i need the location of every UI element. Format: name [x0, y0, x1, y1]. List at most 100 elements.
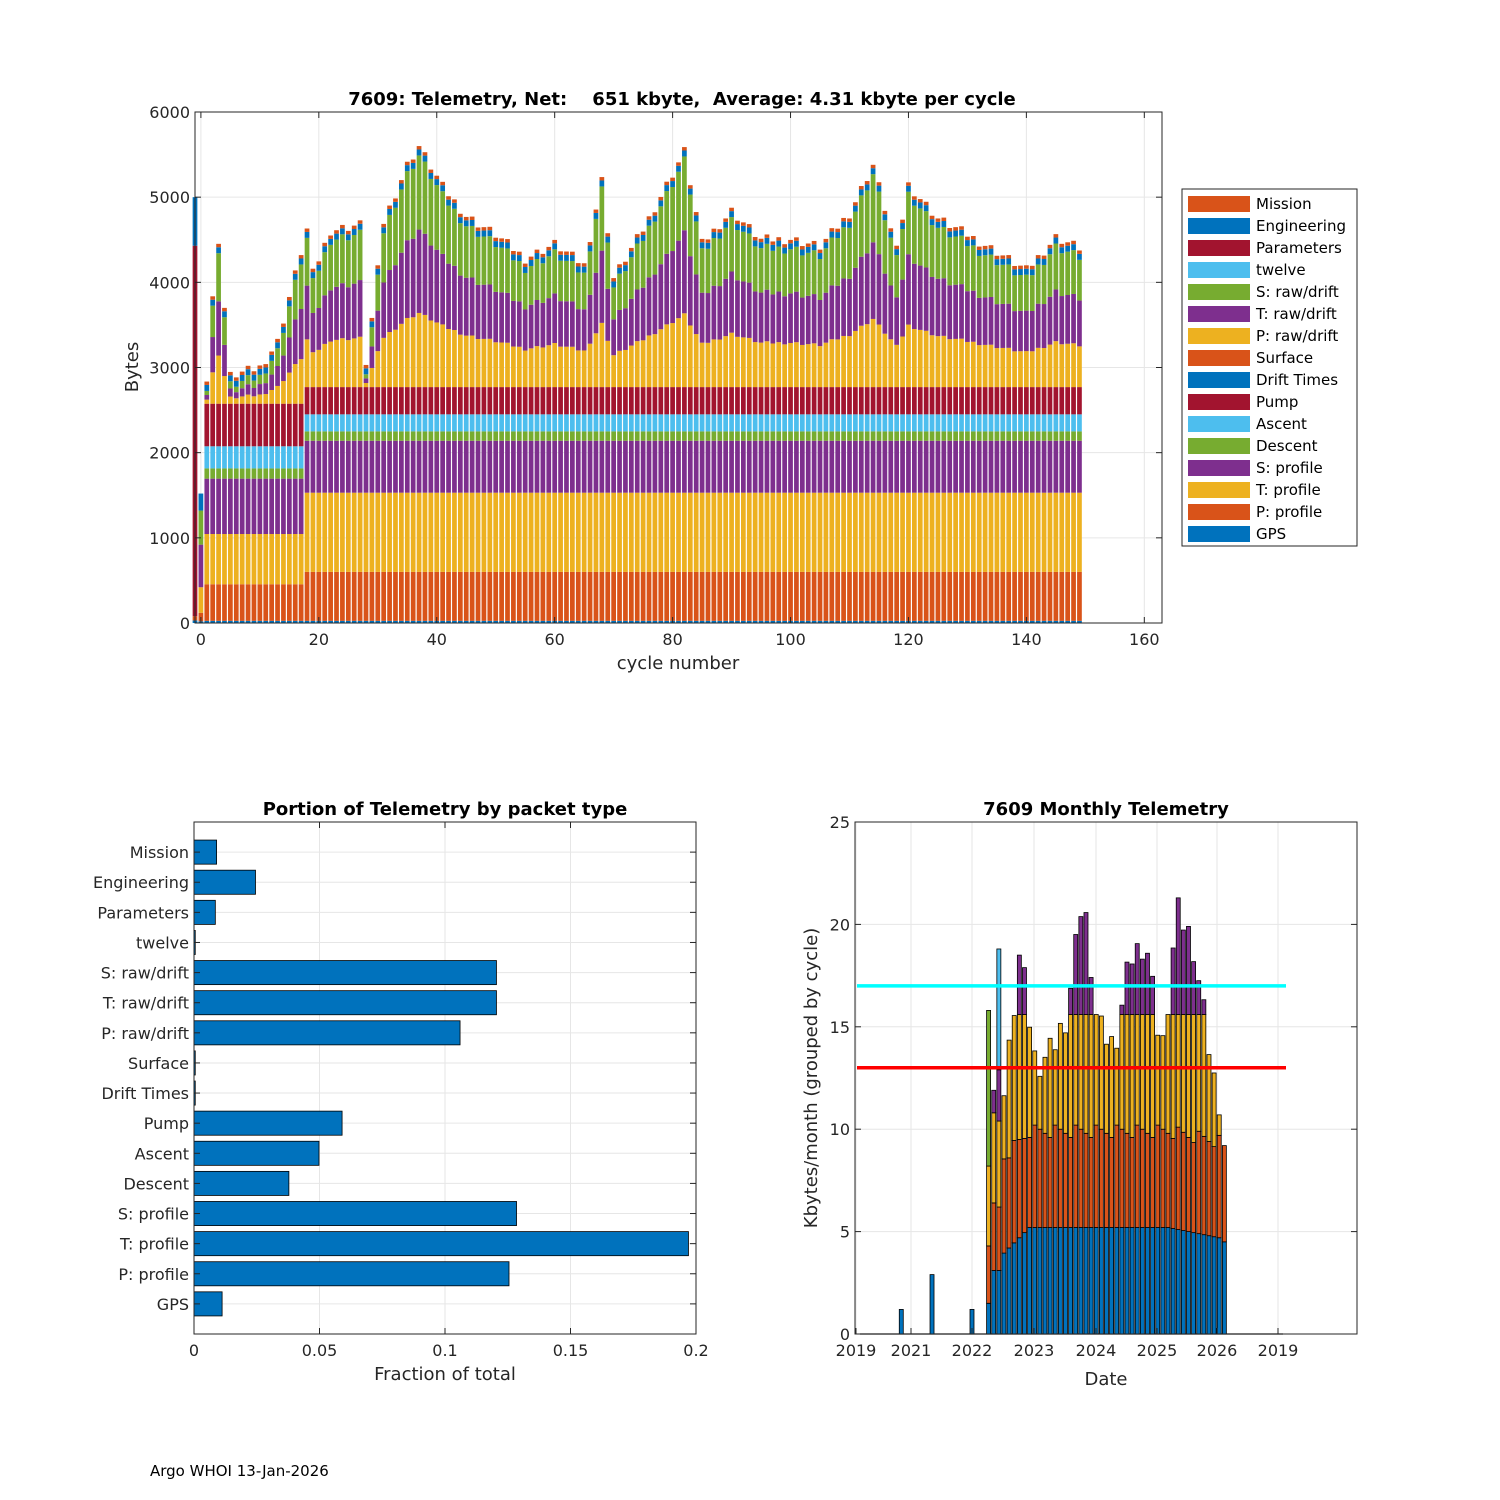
cycle-bar-segment: [652, 334, 658, 388]
cycle-bar-segment: [776, 246, 782, 292]
cycle-bar-segment: [1059, 247, 1065, 254]
fraction-bar: [193, 1110, 343, 1136]
cycle-bar-segment: [322, 295, 328, 344]
cycle-bar-segment: [752, 237, 758, 241]
cycle-bar-segment: [853, 440, 858, 493]
cycle-bar-segment: [304, 228, 310, 232]
legend-swatch: [1188, 438, 1250, 454]
cycle-bar-segment: [752, 246, 758, 292]
cycle-bar-segment: [581, 263, 587, 267]
cycle-bar-segment: [1053, 571, 1059, 621]
monthly-bar-segment: [1057, 1128, 1063, 1228]
cycle-bar-segment: [870, 164, 876, 169]
cycle-bar-segment: [257, 446, 263, 469]
cycle-bar-segment: [628, 571, 634, 621]
cycle-bar-segment: [646, 431, 652, 441]
monthly-bar-segment: [1134, 1124, 1140, 1228]
cycle-bar-segment: [941, 571, 947, 621]
cycle-bar-segment: [782, 253, 787, 297]
y-tick-label: 0: [180, 614, 190, 633]
cycle-bar-segment: [528, 260, 534, 266]
cycle-bar-segment: [228, 620, 233, 623]
cycle-bar-segment: [764, 289, 770, 342]
cycle-bar-segment: [764, 440, 770, 493]
cycle-bar-segment: [652, 274, 658, 335]
cycle-bar-segment: [853, 330, 858, 388]
cycle-bar-segment: [1041, 304, 1047, 349]
cycle-bar-segment: [1000, 571, 1006, 621]
cycle-bar-segment: [452, 330, 457, 388]
cycle-bar-segment: [805, 620, 811, 623]
cycle-bar-segment: [281, 326, 286, 333]
cycle-bar-segment: [452, 571, 457, 621]
cycle-bar-segment: [841, 221, 846, 228]
cycle-bar-segment: [776, 620, 782, 623]
cycle-bar-segment: [452, 202, 457, 209]
cycle-bar-segment: [263, 620, 269, 623]
cycle-bar-segment: [794, 620, 799, 623]
cycle-bar-segment: [906, 387, 911, 415]
cycle-bar-segment: [794, 240, 799, 247]
cycle-bar-segment: [393, 329, 398, 388]
monthly-bar-segment: [1206, 1235, 1212, 1335]
monthly-bar-segment: [996, 1270, 1002, 1335]
cycle-bar-segment: [304, 231, 310, 238]
cycle-bar-segment: [864, 414, 870, 432]
cycle-bar-segment: [805, 252, 811, 296]
cycle-bar-segment: [593, 440, 599, 493]
cycle-bar-segment: [434, 322, 440, 388]
cycle-bar-segment: [911, 492, 917, 572]
cycle-bar-segment: [1047, 571, 1053, 621]
cycle-bar-segment: [528, 492, 534, 572]
cycle-bar-segment: [281, 381, 286, 404]
cycle-bar-segment: [363, 431, 369, 441]
cycle-bar-segment: [534, 414, 540, 432]
cycle-bar-segment: [599, 492, 605, 572]
cycle-bar-segment: [357, 440, 363, 493]
cycle-bar-segment: [664, 431, 670, 441]
cycle-bar-segment: [1029, 431, 1035, 441]
monthly-bar-segment: [1119, 1014, 1125, 1130]
cycle-bar-segment: [1071, 387, 1076, 415]
cycle-bar-segment: [658, 492, 664, 572]
cycle-bar-segment: [269, 478, 275, 535]
cycle-bar-segment: [469, 414, 475, 432]
cycle-bar-segment: [564, 254, 569, 261]
cycle-bar-segment: [1018, 351, 1023, 388]
cycle-bar-segment: [540, 253, 546, 258]
cycle-bar-segment: [817, 431, 823, 441]
cycle-bar-segment: [640, 571, 646, 621]
cycle-bar-segment: [917, 414, 923, 432]
cycle-bar-segment: [410, 317, 416, 388]
cycle-bar-segment: [487, 284, 493, 339]
cycle-bar-segment: [611, 440, 616, 493]
cycle-bar-segment: [546, 571, 552, 621]
monthly-bar-segment: [1088, 1014, 1094, 1138]
cycle-bar-segment: [617, 620, 622, 623]
cycle-bar-segment: [298, 478, 304, 535]
cycle-bar-segment: [593, 212, 599, 219]
cycle-bar-segment: [664, 571, 670, 621]
cycle-bar-segment: [1053, 341, 1059, 388]
fraction-bar: [193, 1020, 461, 1046]
cycle-bar-segment: [817, 440, 823, 493]
cycle-bar-segment: [275, 468, 280, 479]
cycle-bar-segment: [340, 224, 345, 229]
cycle-bar-segment: [457, 223, 463, 276]
cycle-bar-segment: [770, 250, 776, 295]
cycle-bar-segment: [564, 492, 569, 572]
cycle-bar-segment: [1077, 259, 1082, 301]
cycle-bar-segment: [286, 584, 292, 621]
cycle-bar-segment: [558, 414, 563, 432]
monthly-bar-segment: [1042, 1132, 1048, 1228]
x-tick-label: 2026: [1197, 1341, 1238, 1360]
cycle-bar-segment: [286, 300, 292, 307]
cycle-bar-segment: [1006, 431, 1012, 441]
cycle-bar-segment: [446, 196, 451, 200]
cycle-bar-segment: [847, 492, 852, 572]
cycle-bar-segment: [605, 431, 611, 441]
cycle-bar-segment: [363, 440, 369, 493]
cycle-bar-segment: [670, 492, 675, 572]
cycle-bar-segment: [1053, 234, 1059, 238]
monthly-chart-bars: [860, 897, 1283, 1335]
